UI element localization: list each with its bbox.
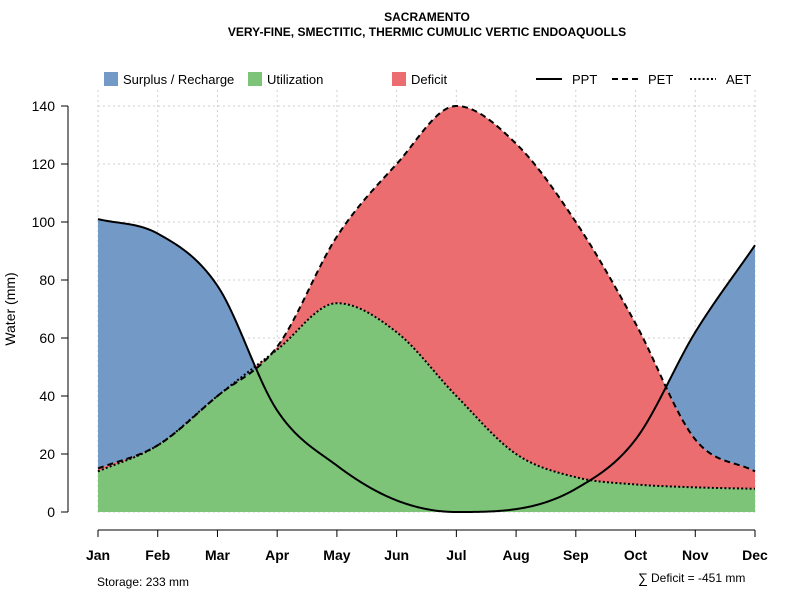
y-tick-label: 120 [32, 156, 56, 172]
legend-label: Utilization [267, 72, 323, 87]
legend: Surplus / Recharge Utilization Deficit PPT P… [104, 72, 751, 87]
y-tick-label: 60 [39, 330, 55, 346]
legend-label: AET [726, 72, 751, 87]
pet-line [97, 104, 756, 473]
x-tick-label: Feb [145, 547, 170, 563]
y-tick-label: 80 [39, 272, 55, 288]
legend-swatch [392, 72, 406, 86]
x-tick-label: Dec [742, 547, 768, 563]
y-axis-label: Water (mm) [2, 272, 18, 345]
chart-title: SACRAMENTO [384, 10, 470, 24]
legend-label: PPT [572, 72, 597, 87]
x-tick-label: Aug [502, 547, 529, 563]
x-tick-label: Jul [446, 547, 466, 563]
legend-swatch [104, 72, 118, 86]
x-tick-label: Jun [384, 547, 409, 563]
x-tick-label: Apr [265, 547, 290, 563]
legend-swatch [248, 72, 262, 86]
legend-label: Surplus / Recharge [123, 72, 234, 87]
y-tick-label: 140 [32, 98, 56, 114]
aet-line [97, 302, 756, 490]
area-fills [98, 106, 755, 512]
x-tick-label: Sep [563, 547, 589, 563]
surplus-area [98, 219, 755, 512]
deficit-annotation: Deficit = -451 mm [651, 571, 745, 585]
y-tick-label: 20 [39, 446, 55, 462]
y-tick-label: 100 [32, 214, 56, 230]
legend-label: Deficit [411, 72, 448, 87]
series-lines [97, 104, 756, 513]
x-tick-label: Mar [205, 547, 230, 563]
utilization-area [98, 303, 755, 512]
deficit-area [98, 106, 755, 489]
x-tick-label: May [323, 547, 350, 563]
storage-annotation: Storage: 233 mm [97, 575, 189, 589]
chart-subtitle: VERY-FINE, SMECTITIC, THERMIC CUMULIC VE… [228, 25, 626, 39]
x-tick-label: Nov [682, 547, 709, 563]
x-tick-label: Jan [86, 547, 110, 563]
axes: 0 20 40 60 80 100 120 140 Jan Feb Mar Apr May Jun Jul A… [32, 98, 768, 563]
y-tick-label: 40 [39, 388, 55, 404]
x-tick-label: Oct [624, 547, 648, 563]
legend-label: PET [648, 72, 673, 87]
ppt-line [97, 218, 756, 513]
deficit-sum-icon: ∑ [638, 570, 648, 586]
y-tick-label: 0 [47, 504, 55, 520]
